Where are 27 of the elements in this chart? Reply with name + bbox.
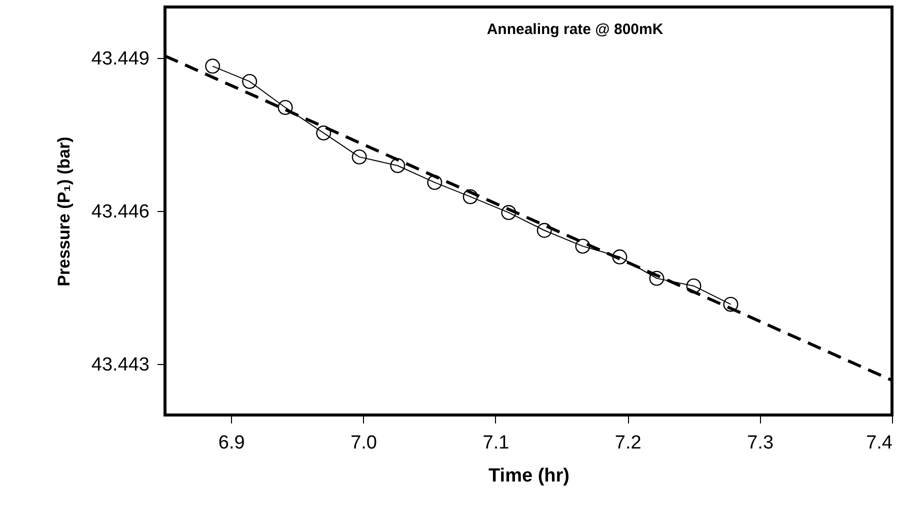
- x-axis-title: Time (hr): [488, 466, 570, 486]
- point: [575, 238, 590, 254]
- point: [649, 270, 664, 286]
- y-tick-label: 43.449: [91, 48, 150, 70]
- x-tick-label: 6.9: [218, 432, 245, 454]
- point: [686, 278, 702, 294]
- y-axis-title: Pressure (P₁) (bar): [54, 136, 74, 286]
- x-tick-label: 7.3: [747, 432, 774, 454]
- point: [316, 125, 332, 140]
- point: [462, 189, 478, 204]
- x-tick-label: 7.1: [482, 432, 510, 454]
- point: [612, 249, 628, 264]
- point: [352, 149, 367, 164]
- point: [278, 100, 293, 115]
- x-tick-label: 7.4: [866, 432, 893, 454]
- point: [427, 174, 442, 190]
- x-tick-label: 7.2: [614, 432, 642, 454]
- y-tick-label: 43.443: [91, 354, 150, 376]
- text: Annealing rate @ 800mK: [486, 21, 664, 38]
- point: [242, 74, 258, 89]
- point: [723, 296, 738, 312]
- point: [205, 58, 220, 74]
- point: [390, 158, 406, 174]
- point: [536, 222, 552, 238]
- x-tick-label: 7.0: [350, 432, 377, 454]
- point: [501, 205, 516, 220]
- y-tick-label: 43.446: [91, 202, 150, 222]
